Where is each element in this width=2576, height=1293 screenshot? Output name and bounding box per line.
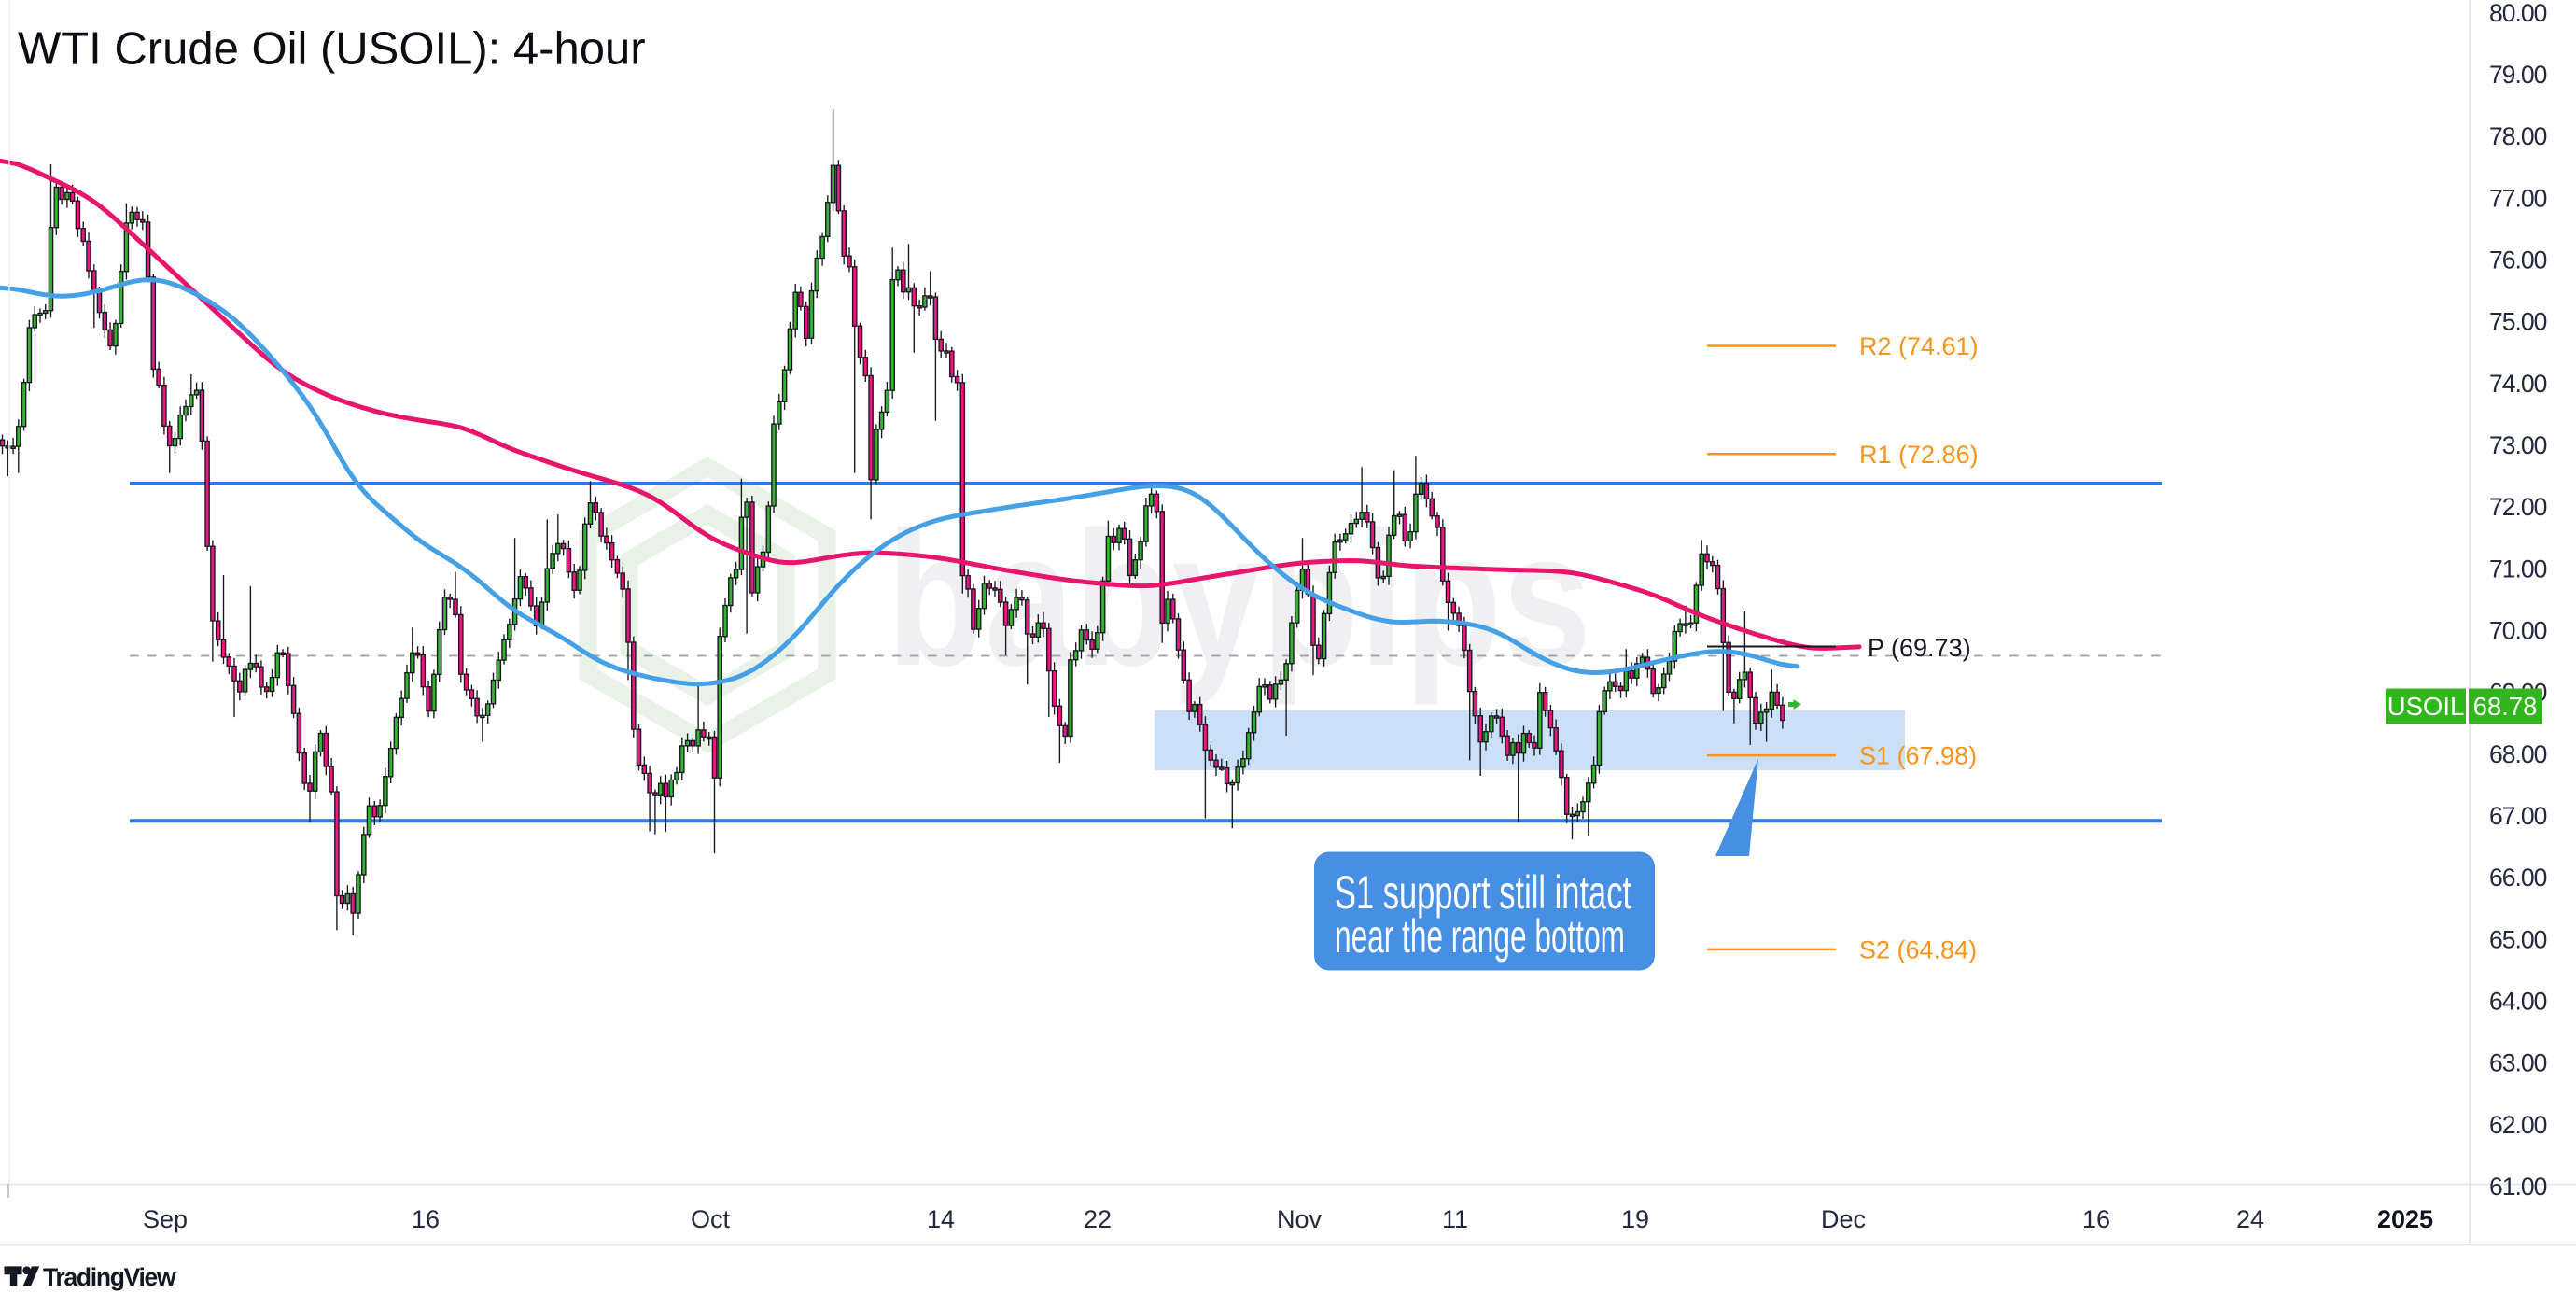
svg-text:68.78: 68.78 <box>2473 692 2538 721</box>
svg-text:76.00: 76.00 <box>2489 246 2547 274</box>
svg-text:S1 (67.98): S1 (67.98) <box>1859 742 1977 770</box>
svg-text:14: 14 <box>927 1205 955 1233</box>
svg-text:S1 support still intact: S1 support still intact <box>1335 866 1631 919</box>
svg-text:Dec: Dec <box>1821 1205 1866 1233</box>
svg-text:S2 (64.84): S2 (64.84) <box>1859 935 1977 963</box>
svg-text:74.00: 74.00 <box>2489 370 2547 398</box>
svg-text:16: 16 <box>2082 1205 2110 1233</box>
svg-text:near the range bottom: near the range bottom <box>1335 910 1625 963</box>
svg-text:19: 19 <box>1621 1205 1649 1233</box>
svg-text:62.00: 62.00 <box>2489 1111 2547 1139</box>
svg-text:USOIL: USOIL <box>2387 692 2465 721</box>
svg-text:71.00: 71.00 <box>2489 555 2547 583</box>
svg-text:24: 24 <box>2236 1205 2264 1233</box>
svg-text:16: 16 <box>412 1205 440 1233</box>
svg-text:78.00: 78.00 <box>2489 122 2547 150</box>
svg-text:79.00: 79.00 <box>2489 61 2547 89</box>
svg-text:68.00: 68.00 <box>2489 740 2547 768</box>
svg-text:Nov: Nov <box>1277 1205 1323 1233</box>
svg-text:R1 (72.86): R1 (72.86) <box>1859 441 1979 469</box>
svg-text:R2 (74.61): R2 (74.61) <box>1859 332 1979 360</box>
svg-text:Oct: Oct <box>691 1205 731 1233</box>
svg-text:64.00: 64.00 <box>2489 988 2547 1016</box>
svg-text:67.00: 67.00 <box>2489 802 2547 830</box>
svg-text:75.00: 75.00 <box>2489 308 2547 336</box>
svg-text:Sep: Sep <box>143 1205 188 1233</box>
svg-text:babypips: babypips <box>887 493 1591 707</box>
svg-text:2025: 2025 <box>2377 1205 2433 1233</box>
svg-text:70.00: 70.00 <box>2489 617 2547 645</box>
svg-text:63.00: 63.00 <box>2489 1049 2547 1077</box>
svg-text:80.00: 80.00 <box>2489 0 2547 27</box>
svg-text:WTI Crude Oil (USOIL): 4-hour: WTI Crude Oil (USOIL): 4-hour <box>18 24 646 75</box>
svg-text:TradingView: TradingView <box>43 1263 176 1291</box>
svg-text:61.00: 61.00 <box>2489 1173 2547 1201</box>
svg-text:P (69.73): P (69.73) <box>1868 634 1971 662</box>
svg-text:73.00: 73.00 <box>2489 431 2547 459</box>
svg-text:66.00: 66.00 <box>2489 864 2547 892</box>
svg-text:65.00: 65.00 <box>2489 925 2547 953</box>
svg-text:72.00: 72.00 <box>2489 493 2547 521</box>
svg-text:77.00: 77.00 <box>2489 184 2547 212</box>
svg-text:22: 22 <box>1084 1205 1112 1233</box>
svg-text:11: 11 <box>1442 1205 1468 1233</box>
